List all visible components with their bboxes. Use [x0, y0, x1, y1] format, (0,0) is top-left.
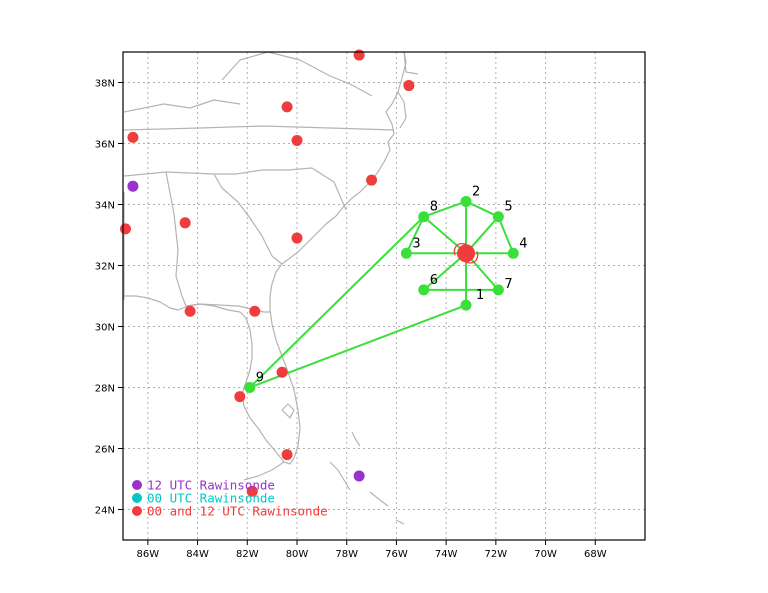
rawinsonde-12utc-station	[127, 180, 139, 192]
y-axis: 24N 26N 28N 30N 32N 34N 36N 38N	[95, 79, 123, 517]
map-basemap	[123, 51, 419, 525]
x-tick-label: 74W	[435, 549, 458, 560]
x-tick-label: 76W	[385, 549, 408, 560]
rawinsonde-00-12utc-station	[291, 232, 303, 244]
track-segment	[423, 200, 467, 218]
hurricane-symbol-arm	[453, 243, 467, 256]
track-point	[418, 211, 430, 223]
x-tick-label: 78W	[335, 549, 358, 560]
track-point	[244, 382, 256, 393]
x-tick-label: 70W	[534, 549, 557, 560]
border-ga-sc	[213, 173, 283, 265]
track-point-label: 5	[504, 200, 512, 215]
rawinsonde-00-12utc-station	[281, 101, 293, 113]
track-point	[507, 247, 519, 259]
rawinsonde-00-12utc-station	[276, 366, 288, 378]
y-tick-label: 32N	[95, 262, 115, 273]
y-tick-label: 38N	[95, 79, 115, 90]
x-tick-label: 68W	[584, 549, 607, 560]
track-point-label: 2	[472, 184, 480, 199]
track-point	[400, 247, 412, 259]
border-md-de	[403, 51, 419, 75]
storm-center-dot	[457, 244, 476, 263]
rawinsonde-00-12utc-station	[281, 449, 293, 461]
border-tn	[123, 171, 215, 177]
y-tick-label: 34N	[95, 201, 115, 212]
legend-swatch	[132, 506, 142, 516]
track-point	[418, 284, 430, 296]
track-segment	[423, 252, 467, 291]
track-point	[492, 211, 504, 223]
track-point	[460, 195, 472, 207]
legend-label: 00 UTC Rawinsonde	[147, 491, 275, 506]
track-point-label: 4	[519, 236, 527, 251]
rawinsonde-00-12utc-station	[291, 134, 303, 146]
bahamas-islands	[329, 431, 405, 525]
border-ky	[123, 99, 241, 113]
hurricane-symbol-arm	[465, 251, 479, 264]
coastline-florida-keys	[243, 461, 285, 481]
y-tick-label: 26N	[95, 445, 115, 456]
border-nc-sc	[214, 167, 347, 211]
coastline-florida-west	[124, 295, 285, 463]
track-segment	[423, 215, 467, 255]
rawinsonde-00-12utc-station	[366, 174, 378, 186]
rawinsonde-00-12utc-station	[246, 485, 258, 497]
x-tick-label: 86W	[137, 549, 160, 560]
legend-swatch	[132, 480, 142, 490]
rawinsonde-00-12utc-station	[179, 217, 191, 229]
y-tick-label: 28N	[95, 384, 115, 395]
storm-center-marker	[453, 243, 479, 264]
coastline-chesapeake	[397, 91, 407, 129]
track-point-label: 3	[412, 236, 420, 251]
map-frame	[122, 51, 646, 541]
track-point	[460, 299, 472, 311]
rawinsonde-00-12utc-station	[119, 223, 131, 235]
border-va-nc	[123, 125, 395, 131]
track-point-label: 6	[430, 273, 438, 288]
rawinsonde-00-12utc-station	[353, 49, 365, 61]
y-tick-label: 30N	[95, 323, 115, 334]
y-tick-label: 36N	[95, 140, 115, 151]
rawinsonde-00-12utc-station	[127, 131, 139, 143]
y-tick-label: 24N	[95, 506, 115, 517]
x-tick-label: 72W	[485, 549, 508, 560]
track-point-label: 8	[430, 200, 438, 215]
coastline-atlantic	[269, 51, 407, 465]
track-segment	[405, 216, 425, 254]
x-axis: 86W 84W 82W 80W 78W 76W 74W 72W 70W 68W	[137, 540, 607, 560]
x-tick-label: 84W	[186, 549, 209, 560]
track-lines	[249, 200, 515, 389]
map-grid	[123, 52, 645, 540]
legend-label: 12 UTC Rawinsonde	[147, 478, 275, 493]
rawinsonde-00-12utc-station	[403, 80, 415, 92]
rawinsonde-00-12utc-station	[249, 305, 261, 317]
rawinsonde-stations	[119, 49, 415, 497]
track-point	[492, 284, 504, 296]
rawinsonde-12utc-station	[353, 470, 365, 482]
rawinsonde-00-12utc-station	[184, 305, 196, 317]
track-points: 1 2 3 4 5 6 7 8 9	[244, 184, 528, 393]
track-point-label: 1	[476, 288, 484, 303]
x-tick-label: 80W	[286, 549, 309, 560]
legend-swatch	[132, 493, 142, 503]
track-point-label: 9	[256, 371, 264, 386]
track-point-label: 7	[504, 277, 512, 292]
track-segment	[497, 216, 515, 254]
legend-label: 00 and 12 UTC Rawinsonde	[147, 504, 328, 519]
rawinsonde-00-12utc-station	[234, 391, 246, 403]
lake-okeechobee	[281, 403, 295, 419]
border-wv	[221, 51, 373, 97]
track-segment	[465, 200, 499, 218]
track-segment	[249, 215, 425, 389]
x-tick-label: 82W	[236, 549, 259, 560]
border-al-ga	[165, 171, 187, 307]
